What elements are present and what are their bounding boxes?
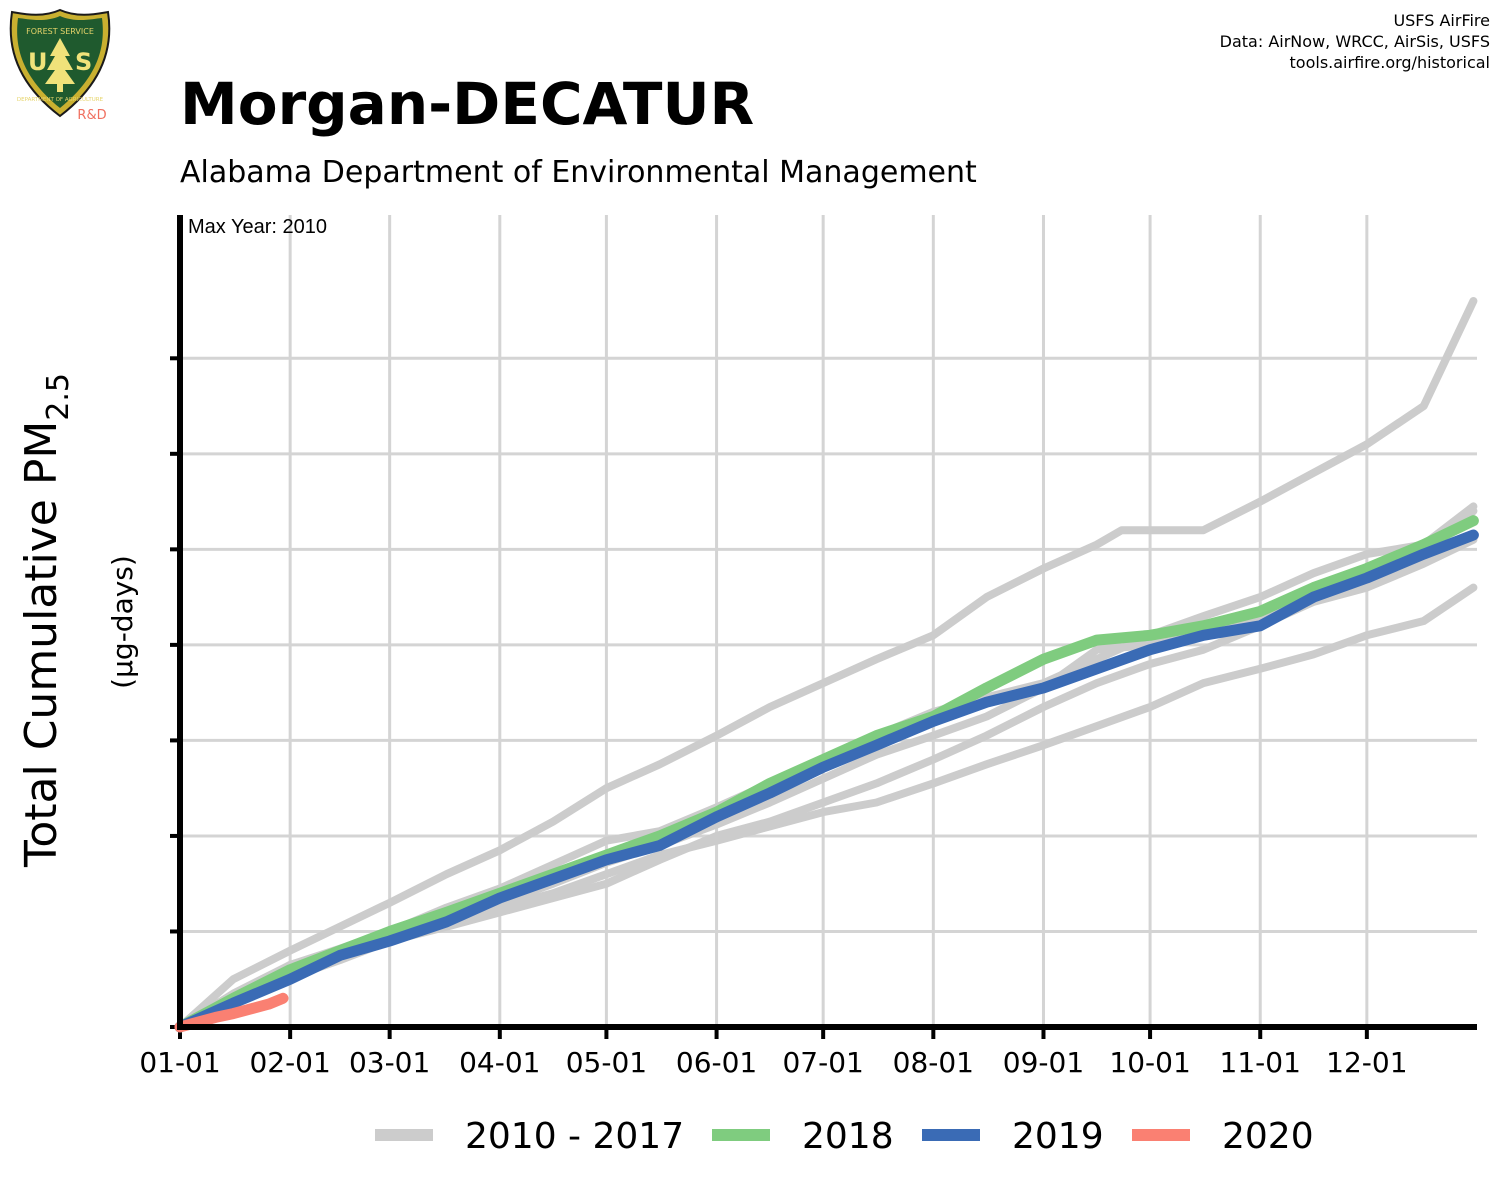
legend-label: 2020 xyxy=(1222,1116,1314,1157)
x-tick-label: 04-01 xyxy=(459,1046,540,1079)
series-line-2020 xyxy=(174,992,289,1033)
rd-badge: R&D xyxy=(77,108,106,122)
credit-line-source: USFS AirFire xyxy=(1393,11,1490,30)
x-tick-label: 05-01 xyxy=(566,1046,647,1079)
y-axis-title-subscript: 2.5 xyxy=(41,373,76,421)
series-lines xyxy=(174,297,1479,1033)
x-tick-label: 02-01 xyxy=(249,1046,330,1079)
x-tick-label: 09-01 xyxy=(1003,1046,1084,1079)
svg-text:U: U xyxy=(28,48,48,76)
chart-subtitle: Alabama Department of Environmental Mana… xyxy=(180,155,977,190)
legend-label: 2018 xyxy=(802,1116,894,1157)
grid-lines xyxy=(180,215,1477,1027)
series-line-2010-2017 xyxy=(176,297,1478,1031)
svg-text:S: S xyxy=(75,48,92,76)
legend: 2010 - 2017 2018 2019 2020 xyxy=(375,1116,1314,1157)
series-line-2018 xyxy=(174,515,1479,1033)
x-tick-label: 11-01 xyxy=(1220,1046,1301,1079)
x-tick-label: 06-01 xyxy=(676,1046,757,1079)
x-tick-label: 01-01 xyxy=(139,1046,220,1079)
y-axis-units: (µg-days) xyxy=(106,555,139,689)
us-forest-service-shield-icon: FOREST SERVICE U S DEPARTMENT OF AGRICUL… xyxy=(9,8,111,122)
series-line-2019 xyxy=(174,529,1479,1033)
x-tick-label: 03-01 xyxy=(349,1046,430,1079)
y-axis-title: Total Cumulative PM2.5 xyxy=(16,373,76,868)
svg-text:FOREST SERVICE: FOREST SERVICE xyxy=(26,27,94,36)
svg-text:DEPARTMENT OF AGRICULTURE: DEPARTMENT OF AGRICULTURE xyxy=(17,97,104,103)
chart-title: Morgan-DECATUR xyxy=(180,70,755,138)
data-credits: USFS AirFire Data: AirNow, WRCC, AirSis,… xyxy=(1220,10,1490,73)
y-axis-title-main: Total Cumulative PM xyxy=(16,421,67,868)
legend-label: 2010 - 2017 xyxy=(465,1116,684,1157)
series-line-historical xyxy=(176,583,1478,1031)
x-tick-label: 12-01 xyxy=(1326,1046,1407,1079)
axis-ticks xyxy=(170,356,1369,1039)
x-tick-label: 08-01 xyxy=(893,1046,974,1079)
legend-label: 2019 xyxy=(1012,1116,1104,1157)
x-tick-label: 10-01 xyxy=(1109,1046,1190,1079)
credit-line-url: tools.airfire.org/historical xyxy=(1289,53,1490,72)
credit-line-data: Data: AirNow, WRCC, AirSis, USFS xyxy=(1219,32,1490,51)
svg-text:Total Cumulative PM2.5: Total Cumulative PM2.5 xyxy=(16,373,76,868)
x-tick-label: 07-01 xyxy=(782,1046,863,1079)
max-year-annotation: Max Year: 2010 xyxy=(188,216,327,238)
x-tick-labels: 01-01 02-01 03-01 04-01 05-01 06-01 07-01 08-01… xyxy=(139,1046,1407,1079)
